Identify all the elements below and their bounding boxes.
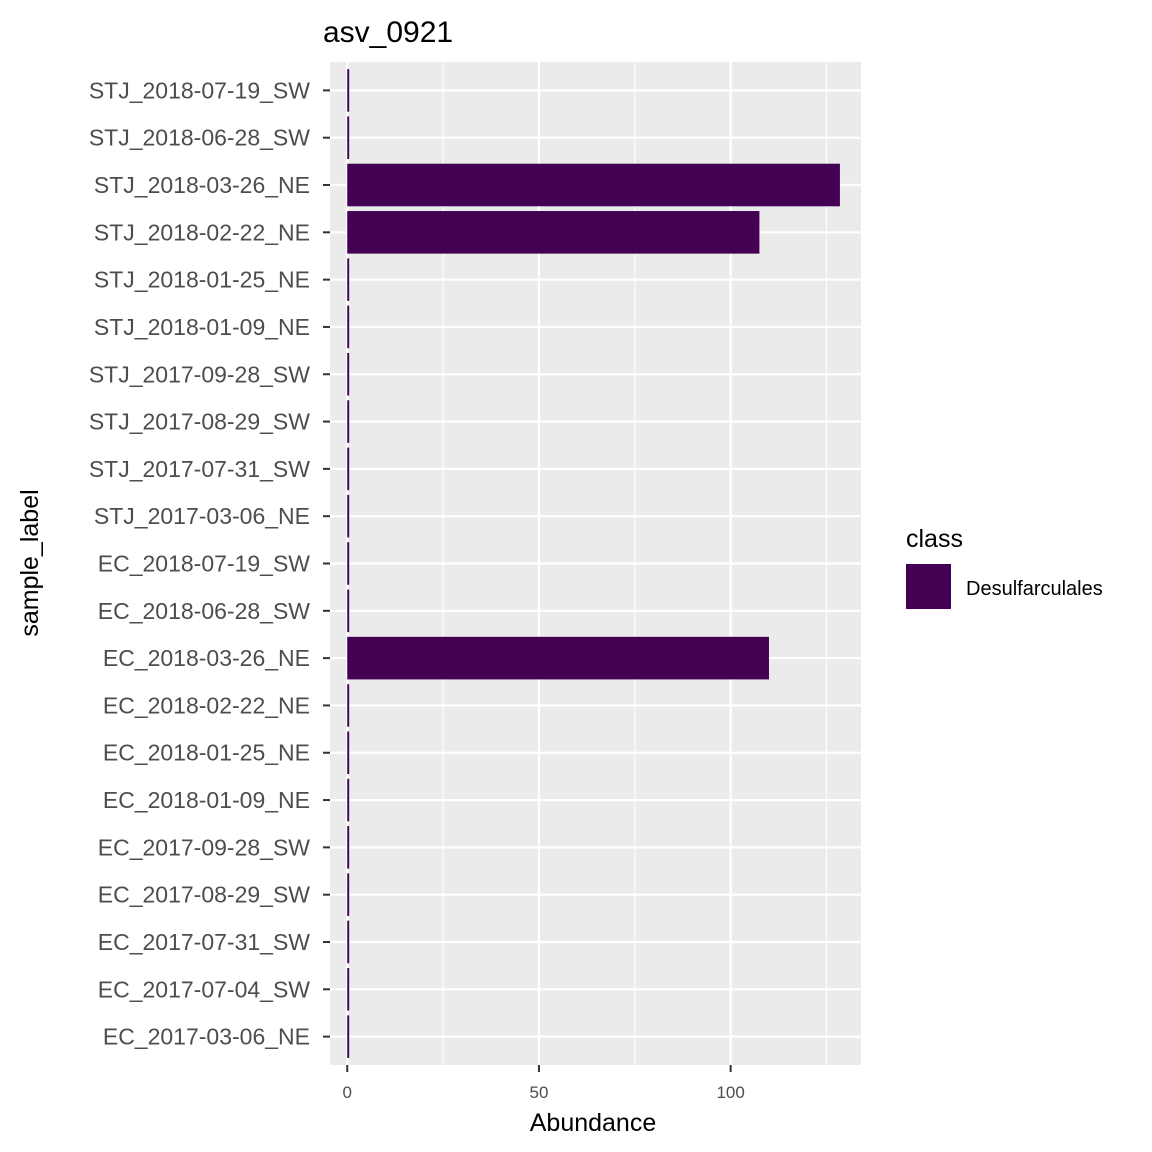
x-axis-title: Abundance [530,1109,657,1137]
y-tick-label: STJ_2018-01-09_NE [94,314,310,340]
bar [347,69,350,112]
y-tick-label: EC_2017-07-31_SW [98,929,311,955]
y-tick-label: EC_2018-07-19_SW [98,551,311,577]
y-tick-label: STJ_2018-07-19_SW [89,77,310,103]
bar [347,920,350,964]
bar [347,352,350,396]
y-tick-label: STJ_2018-02-22_NE [94,219,310,245]
x-tick-label: 50 [529,1083,548,1102]
y-tick-label: EC_2018-03-26_NE [103,645,310,671]
y-tick-label: EC_2017-07-04_SW [98,976,311,1002]
y-tick-label: EC_2017-03-06_NE [103,1024,310,1050]
bar [347,1015,350,1058]
bar [347,116,350,159]
y-tick-label: STJ_2017-03-06_NE [94,503,310,529]
legend: class Desulfarculales [906,525,1103,609]
y-tick-label: STJ_2018-01-25_NE [94,267,310,293]
y-tick-label: EC_2017-09-28_SW [98,834,311,860]
y-tick-label: STJ_2017-08-29_SW [89,409,310,435]
bar [347,542,350,585]
bar [347,968,350,1011]
bars [347,69,840,1058]
bar [347,589,350,633]
y-tick-label: EC_2018-06-28_SW [98,598,311,624]
x-tick-label: 0 [343,1083,352,1102]
y-tick-label: STJ_2018-03-26_NE [94,172,310,198]
bar [347,305,350,349]
y-tick-label: EC_2017-08-29_SW [98,882,311,908]
legend-title: class [906,525,963,553]
bar [347,826,350,869]
legend-label: Desulfarculales [966,578,1103,600]
bar [347,684,350,727]
bar [347,400,350,443]
y-tick-label: EC_2018-02-22_NE [103,692,310,718]
y-axis-title: sample_label [16,489,44,636]
bar [347,636,769,680]
y-tick-label: STJ_2018-06-28_SW [89,125,310,151]
bar [347,258,350,301]
bar [347,163,840,207]
x-axis: 0 50 100 [343,1065,745,1102]
bar [347,778,350,822]
bar [347,211,760,254]
y-tick-label: STJ_2017-09-28_SW [89,361,310,387]
y-tick-label: STJ_2017-07-31_SW [89,456,310,482]
bar [347,873,350,916]
chart-title: asv_0921 [323,16,453,49]
y-tick-label: EC_2018-01-09_NE [103,787,310,813]
y-tick-label: EC_2018-01-25_NE [103,740,310,766]
bar [347,731,350,775]
y-axis: EC_2017-03-06_NE EC_2017-07-04_SW EC_2017-… [89,77,330,1050]
bar [347,447,350,491]
bar [347,494,350,538]
legend-key [906,564,951,609]
x-tick-label: 100 [716,1083,744,1102]
